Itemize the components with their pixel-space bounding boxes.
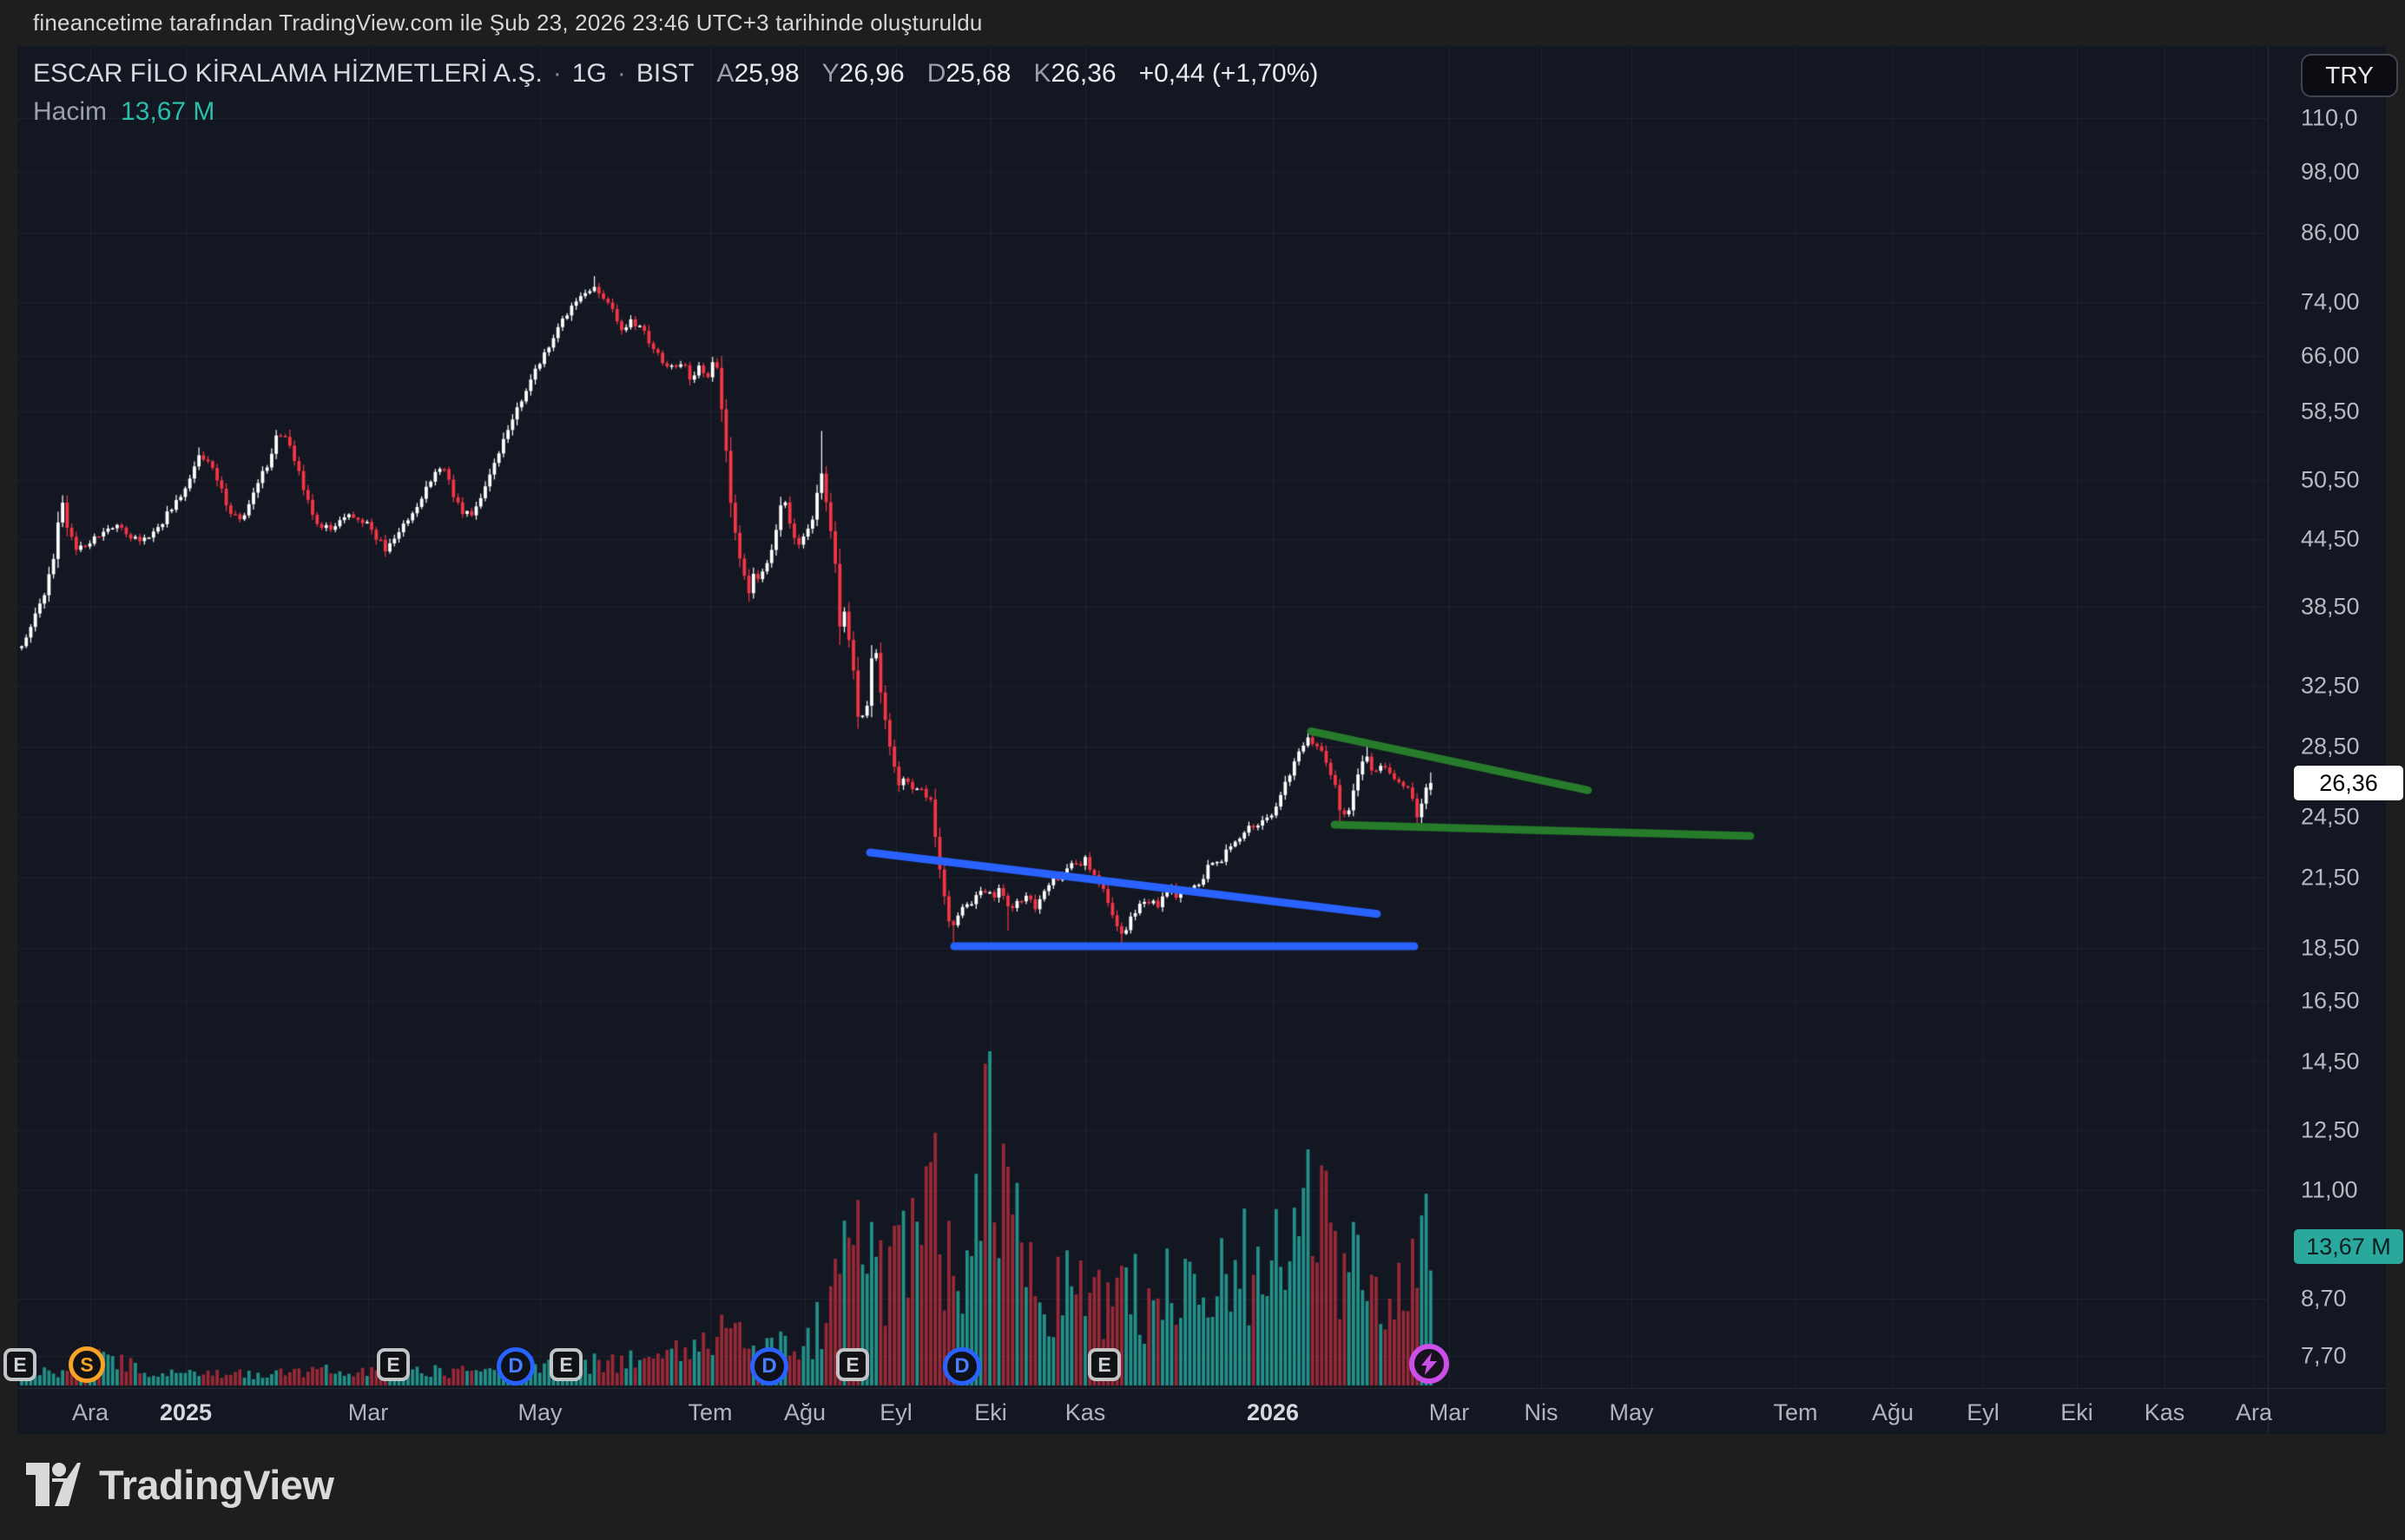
time-tick: Eki [2060,1399,2093,1425]
legend-exchange: BIST [636,59,695,88]
legend-row-main: ESCAR FİLO KİRALAMA HİZMETLERİ A.Ş. · 1G… [33,59,1318,89]
dividend-marker-icon[interactable]: D [750,1347,788,1385]
price-tick: 66,00 [2301,342,2360,369]
time-tick: Tem [688,1399,733,1425]
legend-separator: · [552,59,562,88]
tradingview-logo-mark-icon [26,1463,81,1506]
legend-low: D25,68 [926,59,1011,88]
price-tick: 74,00 [2301,288,2360,315]
price-tick: 12,50 [2301,1116,2360,1143]
earnings-marker-icon[interactable]: E [377,1348,410,1381]
price-tick: 50,50 [2301,466,2360,493]
time-tick-year: 2025 [159,1399,213,1425]
time-tick: Mar [347,1399,389,1425]
volume-label[interactable]: Hacim [33,97,108,126]
time-tick: Mar [1428,1399,1470,1425]
earnings-marker-icon[interactable]: E [1088,1348,1121,1381]
time-tick: Tem [1773,1399,1818,1425]
price-tick: 32,50 [2301,672,2360,699]
legend-interval[interactable]: 1G [571,59,607,88]
price-tick: 24,50 [2301,803,2360,830]
time-tick: Kas [1064,1399,1106,1425]
last-price-badge: 26,36 [2294,766,2403,800]
price-tick: 14,50 [2301,1048,2360,1074]
time-tick: Ağu [783,1399,827,1425]
volume-axis-badge: 13,67 M [2294,1229,2403,1264]
price-tick: 110,0 [2301,104,2358,131]
time-tick: Ara [2235,1399,2273,1425]
time-tick: Nis [1524,1399,1558,1425]
legend-high: Y26,96 [821,59,905,88]
price-tick: 44,50 [2301,525,2360,552]
price-tick: 98,00 [2301,158,2360,185]
price-tick: 28,50 [2301,733,2360,760]
earnings-marker-icon[interactable]: E [550,1348,583,1381]
price-tick: 18,50 [2301,934,2360,961]
price-tick: 8,70 [2301,1285,2347,1312]
lightning-bolt-icon [1421,1352,1437,1375]
time-tick: May [517,1399,563,1425]
legend-close: K26,36 [1033,59,1117,88]
price-tick: 16,50 [2301,987,2360,1014]
dividend-marker-icon[interactable]: D [943,1347,981,1385]
tradingview-wordmark: TradingView [99,1461,334,1508]
time-tick: Ağu [1871,1399,1914,1425]
legend-change: +0,44 (+1,70%) [1138,59,1319,88]
time-tick: Eyl [1967,1399,2000,1425]
currency-button[interactable]: TRY [2301,54,2398,97]
time-tick: Ara [71,1399,109,1425]
tradingview-logo[interactable]: TradingView [26,1457,334,1512]
legend-row-volume: Hacim 13,67 M [33,97,214,127]
price-tick: 58,50 [2301,398,2360,424]
price-tick: 21,50 [2301,864,2360,891]
flash-marker-icon[interactable] [1409,1344,1449,1384]
price-tick: 38,50 [2301,593,2360,620]
time-tick: Kas [2144,1399,2185,1425]
split-marker-icon[interactable]: S [69,1346,105,1383]
earnings-marker-icon[interactable]: E [836,1348,869,1381]
time-tick-year: 2026 [1246,1399,1300,1425]
legend-open: A25,98 [716,59,800,88]
time-tick: Eki [974,1399,1007,1425]
volume-value: 13,67 M [121,97,215,126]
price-tick: 11,00 [2301,1176,2358,1203]
time-tick: May [1609,1399,1654,1425]
price-tick: 7,70 [2301,1342,2347,1369]
legend-separator: · [616,59,626,88]
legend-symbol[interactable]: ESCAR FİLO KİRALAMA HİZMETLERİ A.Ş. [33,59,543,88]
earnings-marker-icon[interactable]: E [3,1348,36,1381]
price-tick: 86,00 [2301,219,2360,246]
time-tick: Eyl [880,1399,913,1425]
dividend-marker-icon[interactable]: D [497,1347,535,1385]
